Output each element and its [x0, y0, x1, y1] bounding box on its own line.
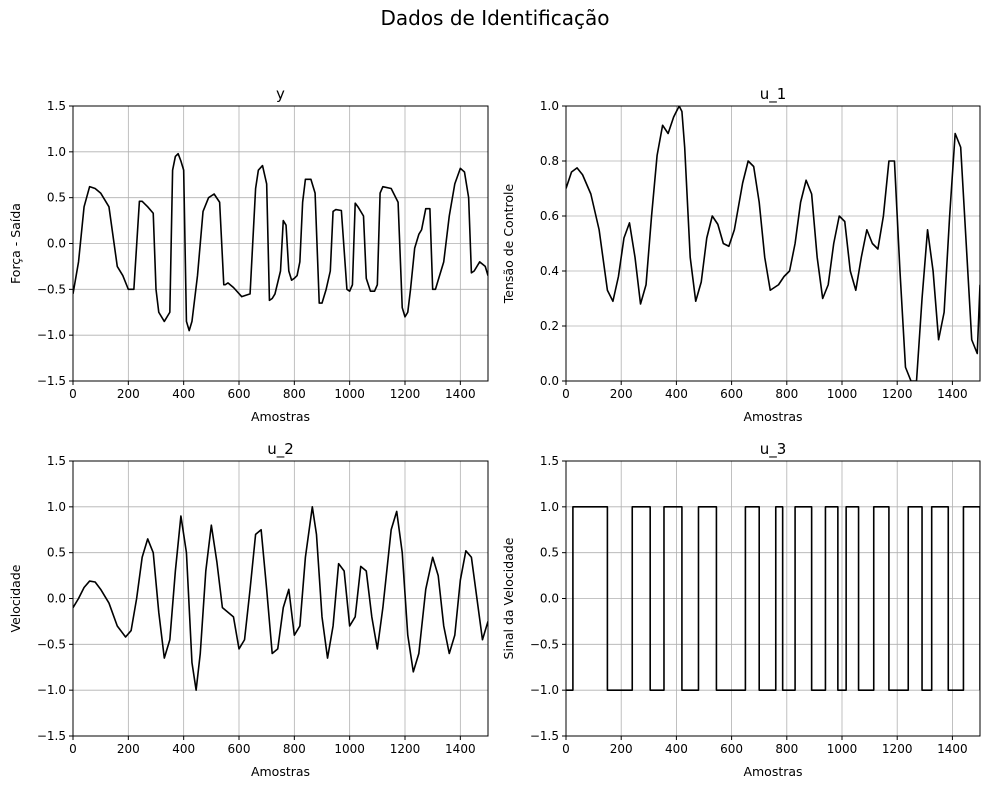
y-tick-label: 0.5	[540, 546, 559, 560]
y-tick-label: −1.0	[37, 328, 66, 342]
x-tick-label: 400	[172, 387, 195, 401]
subplot-4: 0 200 400 600 800 1000 1200 1400 −1.5 −1.0 −0.5 0.0…	[501, 440, 981, 779]
y-tick-label: −0.5	[37, 637, 66, 651]
x-tick-label: 200	[610, 387, 633, 401]
x-axis-label: Amostras	[251, 764, 310, 779]
y-tick-label: 1.5	[47, 99, 66, 113]
x-tick-label: 0	[69, 387, 77, 401]
x-tick-label: 200	[117, 742, 140, 756]
figure-suptitle: Dados de Identificação	[380, 6, 610, 30]
x-tick-label: 800	[283, 387, 306, 401]
x-tick-label: 1400	[937, 742, 968, 756]
x-tick-label: 800	[775, 742, 798, 756]
y-tick-label: 0.0	[540, 592, 559, 606]
x-tick-label: 400	[172, 742, 195, 756]
x-tick-label: 1200	[390, 742, 421, 756]
y-tick-label: 0.8	[540, 154, 559, 168]
x-axis-label: Amostras	[251, 409, 310, 424]
x-tick-label: 200	[117, 387, 140, 401]
x-tick-label: 1200	[882, 387, 913, 401]
x-tick-label: 0	[562, 387, 570, 401]
y-tick-label: 0.5	[47, 546, 66, 560]
x-tick-label: 600	[228, 742, 251, 756]
subplot-title: y	[276, 85, 285, 103]
x-axis-label: Amostras	[743, 764, 802, 779]
x-tick-label: 1400	[937, 387, 968, 401]
y-tick-label: 0.4	[540, 264, 559, 278]
series-line	[566, 106, 980, 381]
x-tick-label: 1000	[334, 387, 365, 401]
series-line	[73, 152, 488, 332]
y-axis-label: Tensão de Controle	[501, 184, 516, 305]
x-tick-label: 1400	[445, 742, 476, 756]
subplot-1: 0 200 400 600 800 1000 1200 1400 −1.5 −1.0 −0.5 0.0…	[8, 85, 489, 424]
x-tick-label: 400	[665, 387, 688, 401]
y-tick-label: 1.0	[47, 500, 66, 514]
subplot-2: 0 200 400 600 800 1000 1200 1400 0.0 0.2 0.4 0.6 0.8…	[501, 85, 981, 424]
x-tick-label: 0	[562, 742, 570, 756]
x-tick-label: 1400	[445, 387, 476, 401]
y-tick-label: 0.6	[540, 209, 559, 223]
y-tick-label: −1.5	[37, 729, 66, 743]
y-tick-label: 1.5	[540, 454, 559, 468]
x-tick-label: 1000	[827, 387, 858, 401]
y-tick-label: 1.5	[47, 454, 66, 468]
x-tick-label: 0	[69, 742, 77, 756]
x-axis-label: Amostras	[743, 409, 802, 424]
x-tick-label: 400	[665, 742, 688, 756]
y-tick-label: −1.0	[37, 683, 66, 697]
x-tick-label: 1200	[390, 387, 421, 401]
y-tick-label: −1.5	[37, 374, 66, 388]
x-tick-label: 1000	[334, 742, 365, 756]
x-tick-label: 800	[775, 387, 798, 401]
x-tick-label: 1000	[827, 742, 858, 756]
series-line	[566, 506, 980, 691]
x-tick-label: 600	[720, 387, 743, 401]
subplot-3: 0 200 400 600 800 1000 1200 1400 −1.5 −1.0 −0.5 0.0…	[8, 440, 489, 779]
x-tick-label: 1200	[882, 742, 913, 756]
subplot-title: u_1	[760, 85, 787, 104]
y-tick-label: 0.2	[540, 319, 559, 333]
y-tick-label: 1.0	[540, 99, 559, 113]
y-tick-label: 0.0	[47, 237, 66, 251]
subplot-title: u_3	[760, 440, 787, 459]
y-axis-label: Sinal da Velocidade	[501, 537, 516, 659]
subplot-title: u_2	[267, 440, 294, 459]
series-line	[73, 506, 488, 691]
x-tick-label: 200	[610, 742, 633, 756]
x-tick-label: 800	[283, 742, 306, 756]
y-tick-label: 0.0	[47, 592, 66, 606]
y-axis-label: Força - Saída	[8, 203, 23, 284]
y-tick-label: 1.0	[540, 500, 559, 514]
y-tick-label: −0.5	[530, 637, 559, 651]
x-tick-label: 600	[228, 387, 251, 401]
y-axis-label: Velocidade	[8, 564, 23, 632]
axes-frame	[565, 105, 981, 382]
y-tick-label: 1.0	[47, 145, 66, 159]
y-tick-label: −1.0	[530, 683, 559, 697]
y-tick-label: −0.5	[37, 282, 66, 296]
x-tick-label: 600	[720, 742, 743, 756]
y-tick-label: 0.0	[540, 374, 559, 388]
y-tick-label: 0.5	[47, 191, 66, 205]
y-tick-label: −1.5	[530, 729, 559, 743]
